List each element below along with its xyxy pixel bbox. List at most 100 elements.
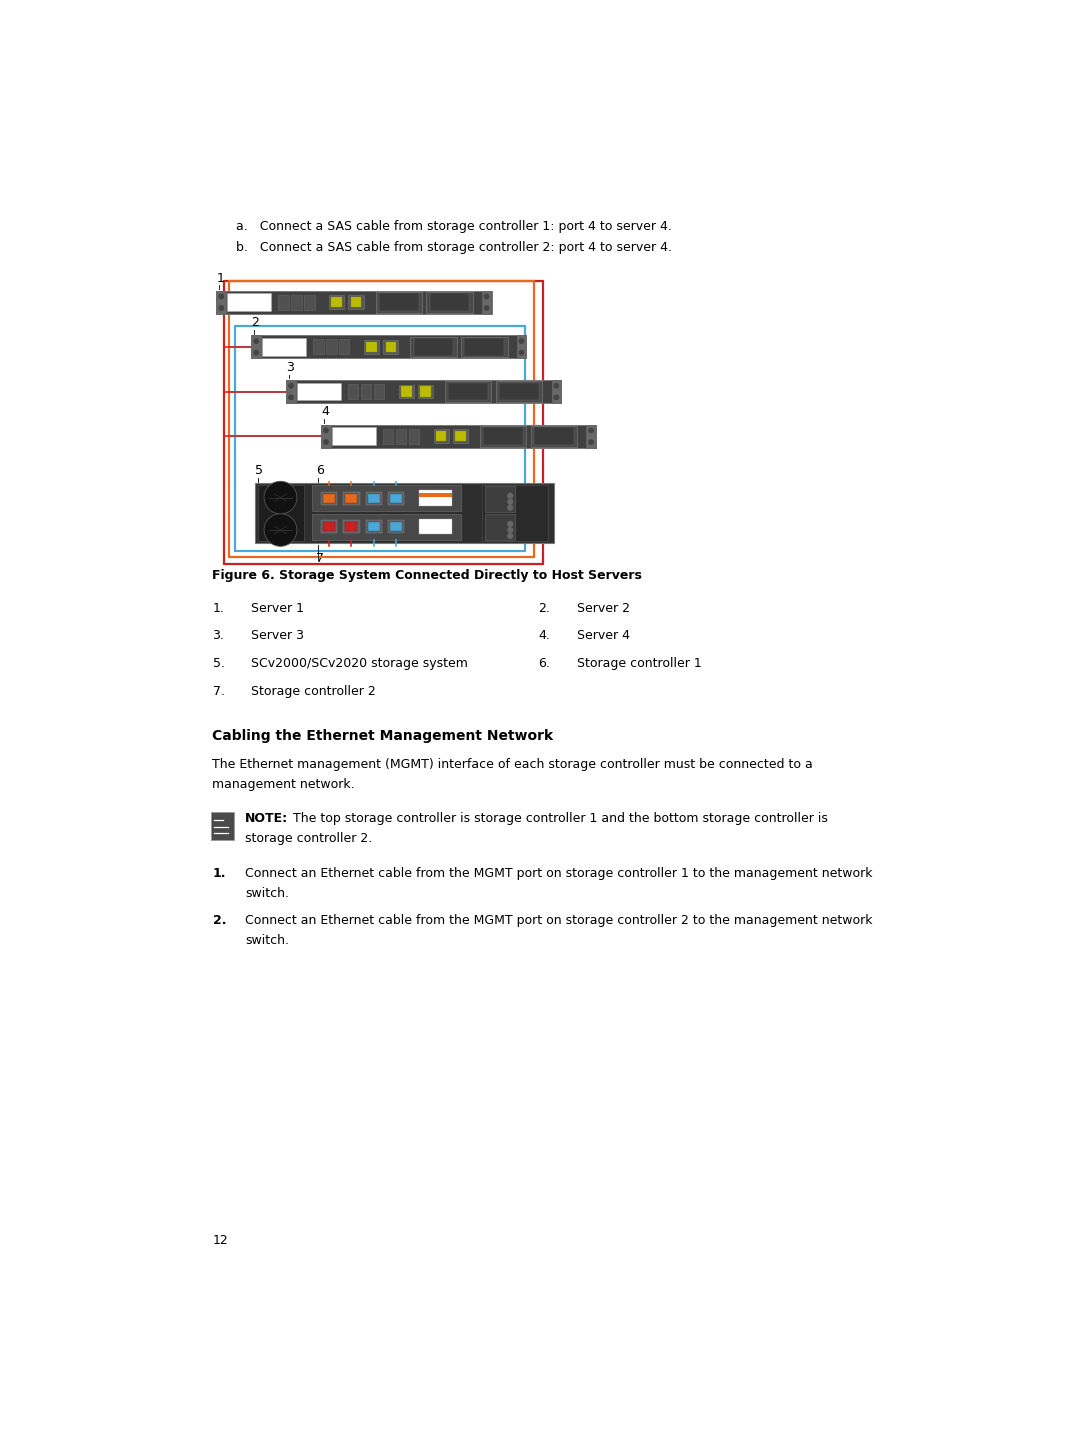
Bar: [313, 340, 324, 354]
Text: Server 1: Server 1: [252, 602, 305, 615]
Bar: [419, 493, 453, 498]
Circle shape: [265, 482, 297, 513]
Circle shape: [324, 429, 328, 433]
Circle shape: [554, 396, 558, 400]
Bar: [420, 386, 431, 397]
Text: 2.: 2.: [213, 913, 226, 926]
Text: The Ethernet management (MGMT) interface of each storage controller must be conn: The Ethernet management (MGMT) interface…: [213, 759, 813, 771]
Bar: [312, 485, 461, 511]
Bar: [499, 383, 539, 400]
Bar: [343, 521, 360, 533]
Circle shape: [508, 499, 513, 505]
Bar: [321, 492, 337, 505]
Bar: [326, 340, 337, 354]
FancyBboxPatch shape: [286, 380, 562, 403]
Circle shape: [508, 493, 513, 498]
Text: 6: 6: [315, 465, 324, 478]
Text: Connect an Ethernet cable from the MGMT port on storage controller 1 to the mana: Connect an Ethernet cable from the MGMT …: [245, 868, 873, 880]
Text: 6.: 6.: [538, 657, 550, 670]
Bar: [349, 295, 364, 310]
Bar: [454, 429, 469, 443]
Bar: [383, 340, 399, 354]
Bar: [436, 432, 446, 442]
FancyBboxPatch shape: [485, 486, 515, 512]
Text: a.   Connect a SAS cable from storage controller 1: port 4 to server 4.: a. Connect a SAS cable from storage cont…: [235, 219, 672, 232]
FancyBboxPatch shape: [485, 515, 515, 539]
FancyBboxPatch shape: [410, 337, 457, 357]
Text: 3: 3: [286, 361, 294, 374]
Bar: [379, 294, 419, 311]
Bar: [408, 429, 419, 443]
Text: NOTE:: NOTE:: [245, 812, 288, 825]
Bar: [365, 492, 382, 505]
Bar: [321, 521, 337, 533]
Bar: [399, 384, 414, 399]
Bar: [390, 493, 402, 502]
Bar: [386, 341, 396, 351]
Bar: [448, 383, 488, 400]
Text: Cabling the Ethernet Management Network: Cabling the Ethernet Management Network: [213, 728, 554, 743]
Circle shape: [554, 383, 558, 389]
Bar: [351, 297, 361, 307]
Circle shape: [484, 294, 489, 298]
Bar: [297, 383, 341, 400]
Text: 7: 7: [315, 552, 324, 565]
Text: switch.: switch.: [245, 888, 289, 901]
FancyBboxPatch shape: [427, 293, 473, 313]
Text: 4.: 4.: [538, 630, 550, 642]
Bar: [228, 294, 271, 311]
Circle shape: [254, 338, 258, 343]
Circle shape: [219, 294, 224, 298]
Text: 1.: 1.: [213, 868, 226, 880]
Bar: [323, 493, 335, 502]
Bar: [390, 522, 402, 531]
Text: Server 2: Server 2: [577, 602, 630, 615]
FancyBboxPatch shape: [376, 293, 421, 313]
Bar: [323, 522, 335, 531]
Circle shape: [219, 305, 224, 310]
Bar: [535, 427, 575, 445]
Bar: [368, 522, 380, 531]
Text: 4: 4: [321, 406, 329, 419]
Bar: [361, 384, 372, 399]
Bar: [305, 295, 314, 310]
Bar: [586, 424, 596, 447]
FancyBboxPatch shape: [216, 291, 491, 314]
Bar: [388, 521, 404, 533]
Circle shape: [288, 396, 294, 400]
FancyBboxPatch shape: [445, 381, 491, 402]
FancyBboxPatch shape: [321, 424, 596, 447]
FancyBboxPatch shape: [496, 381, 542, 402]
Circle shape: [508, 528, 513, 532]
Bar: [368, 493, 380, 502]
Bar: [419, 490, 453, 506]
Bar: [292, 295, 301, 310]
Circle shape: [254, 350, 258, 354]
Circle shape: [519, 350, 524, 354]
Circle shape: [508, 533, 513, 538]
Bar: [343, 492, 360, 505]
Bar: [346, 493, 357, 502]
Bar: [211, 812, 234, 840]
Circle shape: [324, 440, 328, 445]
Circle shape: [589, 429, 593, 433]
Bar: [364, 340, 379, 354]
Bar: [366, 341, 377, 351]
Bar: [286, 380, 296, 403]
Text: 12: 12: [213, 1235, 228, 1248]
Bar: [418, 384, 433, 399]
Circle shape: [519, 338, 524, 343]
Bar: [258, 485, 305, 542]
Text: 7.: 7.: [213, 685, 225, 698]
Bar: [388, 492, 404, 505]
Text: management network.: management network.: [213, 779, 355, 792]
Bar: [396, 429, 406, 443]
Bar: [430, 294, 470, 311]
Bar: [374, 384, 384, 399]
Text: Server 4: Server 4: [577, 630, 630, 642]
Text: Server 3: Server 3: [252, 630, 305, 642]
Bar: [332, 427, 376, 445]
Bar: [552, 380, 562, 403]
Circle shape: [508, 522, 513, 526]
Bar: [484, 427, 523, 445]
